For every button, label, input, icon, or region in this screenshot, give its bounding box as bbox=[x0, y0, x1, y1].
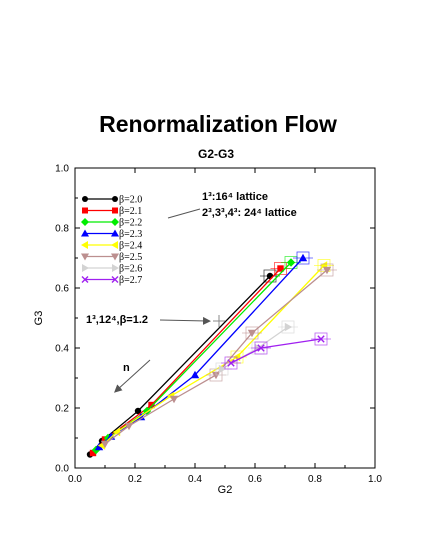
legend-entry: β=2.3 bbox=[81, 229, 142, 240]
data-point bbox=[111, 276, 119, 283]
data-point bbox=[277, 265, 284, 272]
series-5 bbox=[97, 259, 334, 450]
legend-label: β=2.2 bbox=[119, 218, 142, 229]
data-point bbox=[317, 335, 325, 343]
data-point bbox=[286, 258, 296, 267]
data-point bbox=[284, 322, 293, 332]
data-point bbox=[101, 436, 109, 443]
data-point bbox=[82, 196, 88, 202]
legend-label: β=2.4 bbox=[119, 241, 142, 252]
data-point bbox=[111, 253, 119, 261]
data-point bbox=[81, 241, 88, 249]
legend-entry: β=2.4 bbox=[81, 241, 142, 252]
data-point bbox=[112, 196, 118, 202]
data-point bbox=[190, 370, 200, 379]
legend-label: β=2.3 bbox=[119, 229, 142, 240]
x-axis-label: G2 bbox=[218, 484, 233, 496]
legend-entry: β=2.0 bbox=[82, 195, 142, 206]
legend-entry: β=2.7 bbox=[81, 275, 142, 286]
x-tick-label: 0.8 bbox=[308, 474, 322, 485]
y-tick-label: 1.0 bbox=[55, 164, 69, 175]
series-1 bbox=[86, 269, 280, 458]
annotation-lattice-2: 2³,3³,4³: 24⁴ lattice bbox=[202, 207, 297, 219]
y-tick-label: 0.8 bbox=[55, 224, 69, 235]
annotation-marker-pointer bbox=[159, 316, 211, 325]
legend-entry: β=2.6 bbox=[82, 264, 142, 275]
x-tick-label: 0.4 bbox=[188, 474, 202, 485]
series-6 bbox=[100, 263, 337, 449]
y-tick-label: 0.4 bbox=[55, 344, 69, 355]
x-tick-label: 1.0 bbox=[368, 474, 382, 485]
axis-ticks: 0.0 0.2 0.4 0.6 0.8 1.0 0.0 0.2 0.4 0.6 0.8 1.0 bbox=[55, 164, 382, 486]
extra-point bbox=[213, 315, 225, 327]
data-point bbox=[89, 449, 97, 457]
x-tick-label: 0.0 bbox=[68, 474, 82, 485]
data-point bbox=[148, 401, 155, 409]
data-point bbox=[134, 407, 142, 415]
data-point bbox=[82, 264, 89, 272]
data-point bbox=[81, 276, 89, 283]
data-point bbox=[247, 329, 257, 338]
annotation-lattice-pointer bbox=[167, 208, 201, 219]
series-3 bbox=[91, 256, 301, 455]
y-tick-label: 0.0 bbox=[55, 464, 69, 475]
data-point bbox=[112, 264, 119, 272]
data-point bbox=[82, 207, 88, 214]
data-point bbox=[81, 218, 89, 226]
data-point bbox=[112, 207, 118, 214]
data-point bbox=[211, 371, 221, 380]
x-tick-label: 0.6 bbox=[248, 474, 262, 485]
flow-arrow bbox=[114, 359, 151, 393]
data-point bbox=[111, 218, 119, 226]
legend-label: β=2.7 bbox=[119, 275, 142, 286]
data-point bbox=[266, 272, 274, 280]
data-point bbox=[81, 229, 89, 237]
data-point bbox=[169, 395, 179, 404]
legend: β=2.0β=2.1β=2.2β=2.3β=2.4β=2.5β=2.6β=2.7 bbox=[81, 195, 142, 286]
y-tick-label: 0.2 bbox=[55, 404, 69, 415]
data-point bbox=[218, 364, 227, 374]
series-group bbox=[86, 251, 337, 458]
data-point bbox=[257, 344, 265, 352]
data-point bbox=[111, 241, 118, 249]
legend-entry: β=2.2 bbox=[81, 218, 142, 229]
data-point bbox=[322, 266, 332, 275]
legend-label: β=2.1 bbox=[119, 206, 142, 217]
data-point bbox=[298, 253, 308, 262]
data-point bbox=[227, 359, 235, 367]
series-8 bbox=[221, 332, 331, 370]
series-line bbox=[104, 269, 328, 445]
chart-title: G2-G3 bbox=[198, 147, 234, 161]
legend-label: β=2.6 bbox=[119, 264, 142, 275]
legend-entry: β=2.5 bbox=[81, 252, 142, 263]
annotation-flow-label: n bbox=[123, 362, 130, 374]
y-axis-label: G3 bbox=[33, 311, 45, 326]
series-2 bbox=[89, 262, 291, 457]
data-point bbox=[100, 440, 110, 449]
data-point bbox=[142, 406, 152, 416]
y-tick-label: 0.6 bbox=[55, 284, 69, 295]
data-point bbox=[111, 229, 119, 237]
data-point bbox=[94, 442, 104, 451]
data-point bbox=[124, 422, 134, 431]
page-title: Renormalization Flow bbox=[99, 111, 337, 137]
annotation-marker-label: 1³,12⁴,β=1.2 bbox=[86, 314, 148, 326]
x-tick-label: 0.2 bbox=[128, 474, 142, 485]
series-line bbox=[89, 275, 271, 455]
legend-label: β=2.5 bbox=[119, 252, 142, 263]
data-point bbox=[81, 253, 89, 261]
annotation-lattice-1: 1³:16⁴ lattice bbox=[202, 191, 268, 203]
legend-entry: β=2.1 bbox=[82, 206, 142, 217]
legend-label: β=2.0 bbox=[119, 195, 142, 206]
